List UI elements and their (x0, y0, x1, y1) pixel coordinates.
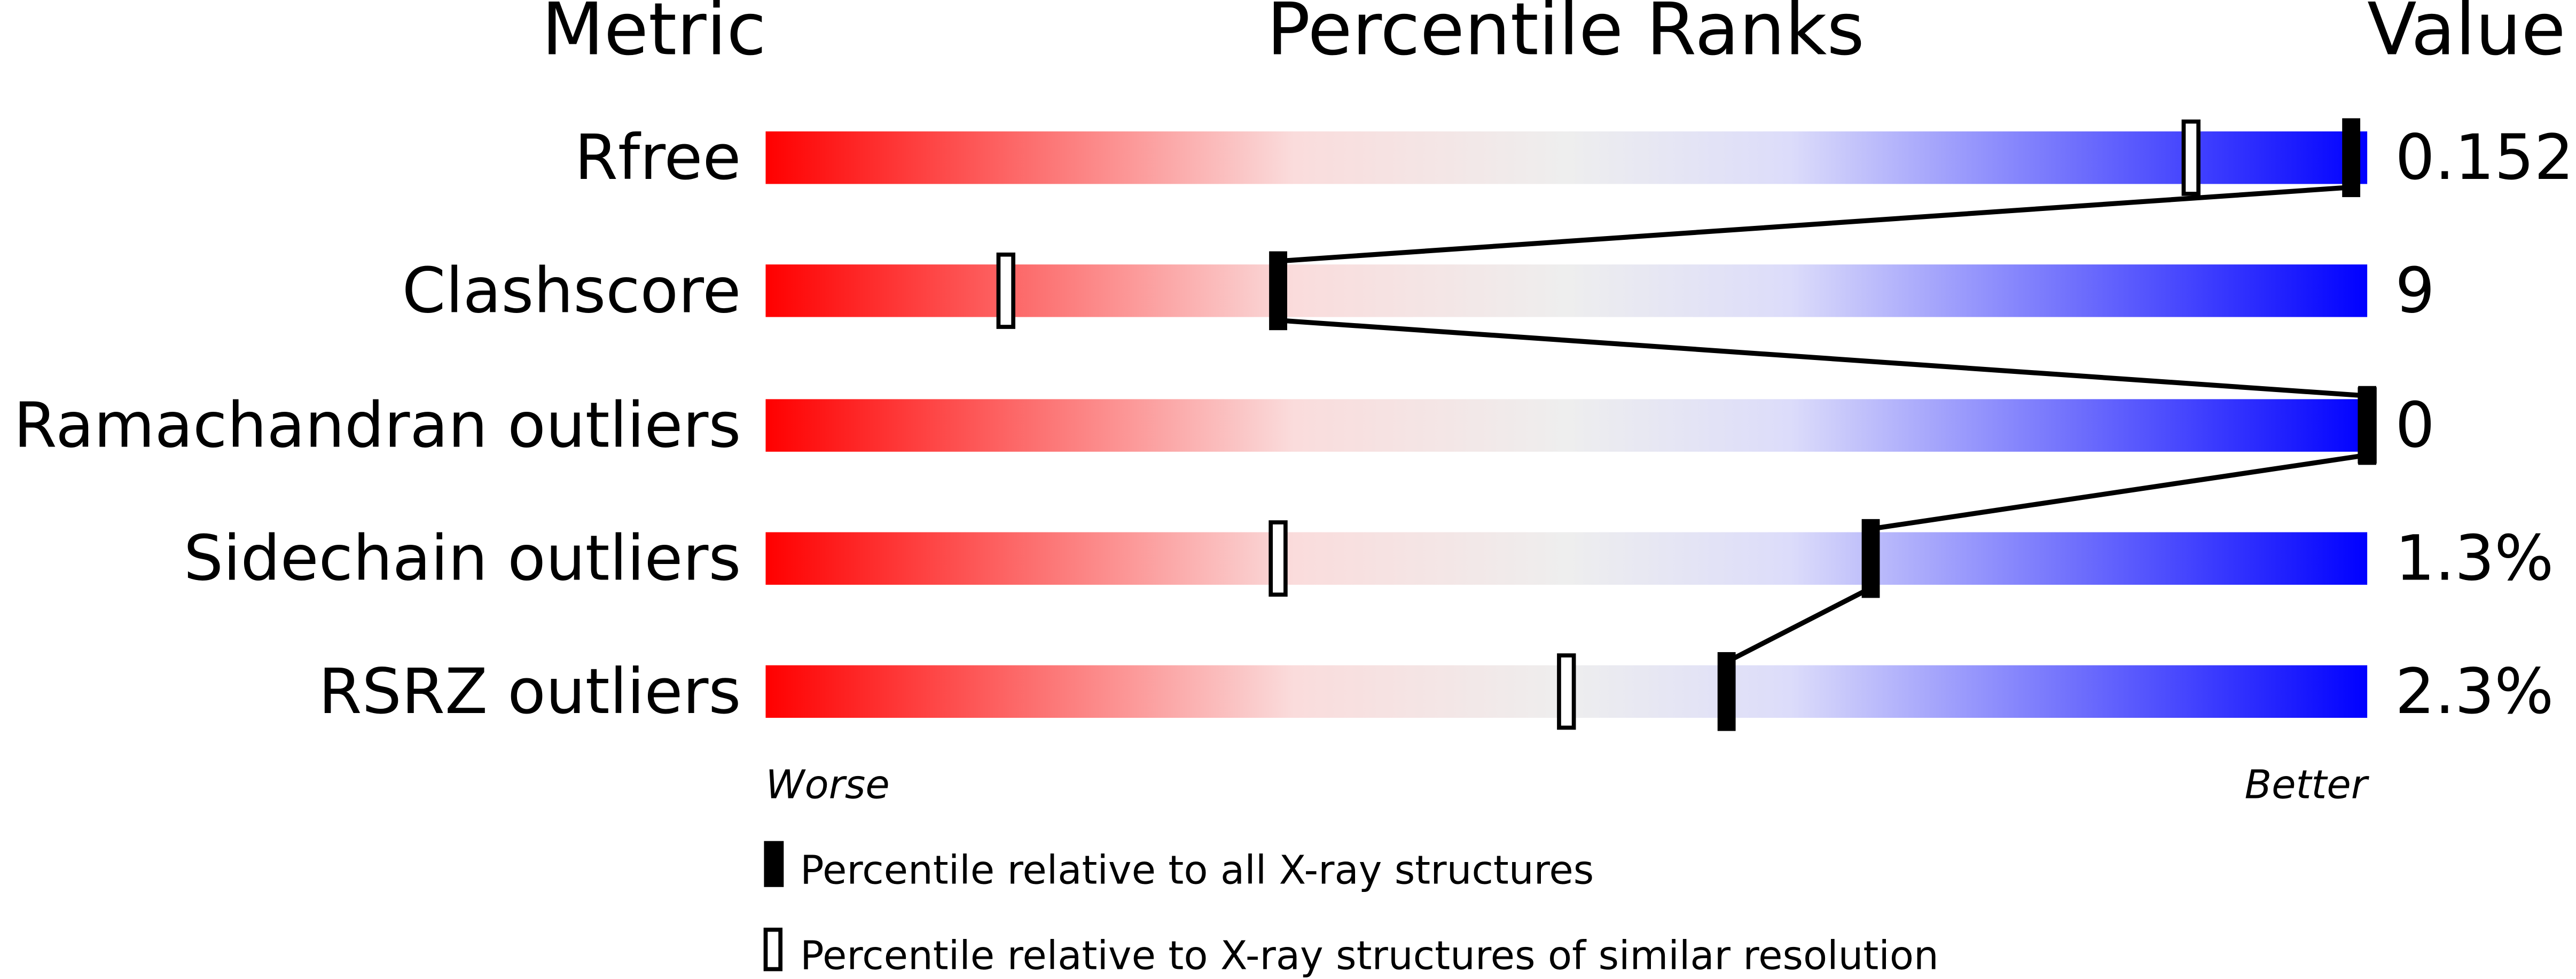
metric-value: 1.3% (2395, 522, 2554, 595)
marker-all-structures (1861, 519, 1880, 598)
percentile-bar (765, 131, 2368, 184)
metric-label: Rfree (575, 121, 741, 194)
marker-all-structures (1269, 251, 1287, 331)
axis-label-better: Better (2244, 762, 2369, 808)
marker-similar-resolution (996, 252, 1015, 329)
header-value: Value (2367, 0, 2566, 71)
metric-value: 0 (2395, 389, 2434, 462)
legend-open-marker (763, 927, 783, 972)
header-metric: Metric (542, 0, 766, 71)
metric-label: Sidechain outliers (184, 522, 741, 595)
header-percentile-ranks: Percentile Ranks (1267, 0, 1865, 71)
metric-value: 2.3% (2395, 655, 2554, 728)
marker-all-structures (1717, 652, 1736, 731)
marker-all-structures (2342, 118, 2361, 198)
legend-label-similar: Percentile relative to X-ray structures … (800, 933, 1939, 979)
metric-label: Ramachandran outliers (13, 389, 741, 462)
percentile-bar (765, 532, 2368, 585)
metric-value: 9 (2395, 254, 2434, 327)
metric-label: RSRZ outliers (318, 655, 741, 728)
marker-all-structures (2358, 386, 2377, 465)
legend-filled-marker (764, 841, 784, 887)
marker-similar-resolution (2181, 119, 2201, 196)
marker-similar-resolution (1557, 653, 1576, 730)
axis-label-worse: Worse (765, 762, 889, 808)
marker-similar-resolution (1269, 520, 1288, 597)
metric-label: Clashscore (402, 254, 741, 327)
percentile-bar (765, 264, 2368, 317)
percentile-bar (765, 399, 2368, 452)
legend-label-all: Percentile relative to all X-ray structu… (800, 848, 1594, 894)
metric-value: 0.152 (2395, 121, 2574, 194)
